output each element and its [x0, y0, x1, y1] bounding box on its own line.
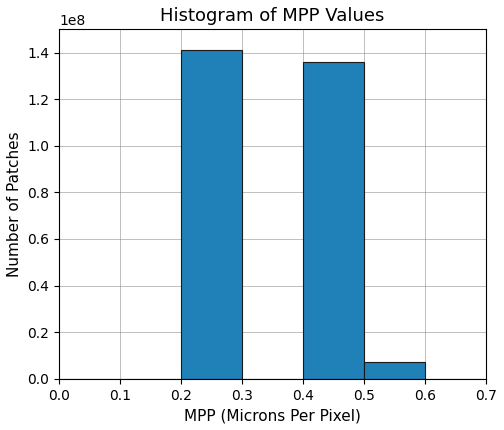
- Bar: [181, 50, 242, 379]
- Bar: [364, 362, 425, 379]
- X-axis label: MPP (Microns Per Pixel): MPP (Microns Per Pixel): [184, 408, 361, 423]
- Bar: [303, 62, 364, 379]
- Title: Histogram of MPP Values: Histogram of MPP Values: [160, 7, 385, 25]
- Y-axis label: Number of Patches: Number of Patches: [7, 131, 22, 277]
